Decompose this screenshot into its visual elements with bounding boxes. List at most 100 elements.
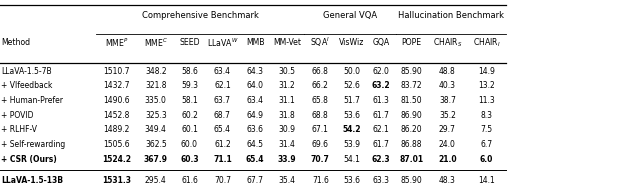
Text: MME$^P$: MME$^P$ [105, 36, 129, 49]
Text: 60.2: 60.2 [181, 111, 198, 120]
Text: 1510.7: 1510.7 [104, 67, 130, 76]
Text: 63.4: 63.4 [214, 67, 231, 76]
Text: 61.7: 61.7 [372, 111, 390, 120]
Text: 69.6: 69.6 [312, 140, 329, 149]
Text: 31.8: 31.8 [278, 111, 296, 120]
Text: 71.1: 71.1 [213, 154, 232, 164]
Text: 61.7: 61.7 [372, 140, 390, 149]
Text: + Human-Prefer: + Human-Prefer [1, 96, 63, 105]
Text: 1505.6: 1505.6 [104, 140, 130, 149]
Text: 321.8: 321.8 [145, 81, 166, 90]
Text: 54.1: 54.1 [343, 154, 360, 164]
Text: 1432.7: 1432.7 [104, 81, 130, 90]
Text: 35.2: 35.2 [439, 111, 456, 120]
Text: 6.7: 6.7 [481, 140, 492, 149]
Text: 83.72: 83.72 [401, 81, 422, 90]
Text: 30.5: 30.5 [278, 67, 296, 76]
Text: 62.1: 62.1 [214, 81, 231, 90]
Text: 367.9: 367.9 [144, 154, 168, 164]
Text: 349.4: 349.4 [145, 125, 167, 134]
Text: 6.0: 6.0 [480, 154, 493, 164]
Text: + CSR (Ours): + CSR (Ours) [1, 154, 57, 164]
Text: 65.4: 65.4 [214, 125, 231, 134]
Text: 63.7: 63.7 [214, 96, 231, 105]
Text: 60.3: 60.3 [180, 154, 199, 164]
Text: General VQA: General VQA [323, 11, 377, 20]
Text: 66.8: 66.8 [312, 67, 329, 76]
Text: 58.6: 58.6 [181, 67, 198, 76]
Text: 68.8: 68.8 [312, 111, 329, 120]
Text: 1531.3: 1531.3 [102, 177, 131, 185]
Text: 70.7: 70.7 [214, 177, 231, 185]
Text: 1524.2: 1524.2 [102, 154, 131, 164]
Text: 63.4: 63.4 [246, 96, 264, 105]
Text: 63.3: 63.3 [372, 177, 390, 185]
Text: LLaVA-1.5-7B: LLaVA-1.5-7B [1, 67, 52, 76]
Text: + POVID: + POVID [1, 111, 34, 120]
Text: 14.9: 14.9 [478, 67, 495, 76]
Text: + VIfeedback: + VIfeedback [1, 81, 52, 90]
Text: 67.1: 67.1 [312, 125, 329, 134]
Text: 295.4: 295.4 [145, 177, 166, 185]
Text: 31.1: 31.1 [278, 96, 296, 105]
Text: 85.90: 85.90 [401, 177, 422, 185]
Text: SEED: SEED [179, 38, 200, 47]
Text: SQA$^I$: SQA$^I$ [310, 36, 330, 49]
Text: 40.3: 40.3 [439, 81, 456, 90]
Text: 14.1: 14.1 [478, 177, 495, 185]
Text: LLaVA$^W$: LLaVA$^W$ [207, 36, 238, 49]
Text: 51.7: 51.7 [343, 96, 360, 105]
Text: 48.3: 48.3 [439, 177, 456, 185]
Text: 31.4: 31.4 [278, 140, 296, 149]
Text: Comprehensive Benchmark: Comprehensive Benchmark [141, 11, 259, 20]
Text: MME$^C$: MME$^C$ [144, 36, 168, 49]
Text: POPE: POPE [401, 38, 422, 47]
Text: 325.3: 325.3 [145, 111, 166, 120]
Text: 58.1: 58.1 [181, 96, 198, 105]
Text: 86.20: 86.20 [401, 125, 422, 134]
Text: 1489.2: 1489.2 [104, 125, 130, 134]
Text: 60.0: 60.0 [181, 140, 198, 149]
Text: 62.1: 62.1 [372, 125, 390, 134]
Text: 81.50: 81.50 [401, 96, 422, 105]
Text: 33.9: 33.9 [278, 154, 296, 164]
Text: 60.1: 60.1 [181, 125, 198, 134]
Text: 29.7: 29.7 [439, 125, 456, 134]
Text: 64.9: 64.9 [246, 111, 264, 120]
Text: 1452.8: 1452.8 [104, 111, 130, 120]
Text: 63.6: 63.6 [246, 125, 264, 134]
Text: 59.3: 59.3 [181, 81, 198, 90]
Text: 21.0: 21.0 [438, 154, 457, 164]
Text: 11.3: 11.3 [478, 96, 495, 105]
Text: 52.6: 52.6 [343, 81, 360, 90]
Text: 68.7: 68.7 [214, 111, 231, 120]
Text: 86.90: 86.90 [401, 111, 422, 120]
Text: 67.7: 67.7 [246, 177, 264, 185]
Text: LLaVA-1.5-13B: LLaVA-1.5-13B [1, 177, 63, 185]
Text: 8.3: 8.3 [481, 111, 492, 120]
Text: 63.2: 63.2 [372, 81, 390, 90]
Text: 30.9: 30.9 [278, 125, 296, 134]
Text: CHAIR$_S$: CHAIR$_S$ [433, 36, 462, 49]
Text: 65.8: 65.8 [312, 96, 329, 105]
Text: 62.3: 62.3 [372, 154, 390, 164]
Text: 48.8: 48.8 [439, 67, 456, 76]
Text: 61.2: 61.2 [214, 140, 231, 149]
Text: Hallucination Benchmark: Hallucination Benchmark [397, 11, 504, 20]
Text: 13.2: 13.2 [478, 81, 495, 90]
Text: 7.5: 7.5 [481, 125, 492, 134]
Text: 53.6: 53.6 [343, 111, 360, 120]
Text: MM-Vet: MM-Vet [273, 38, 301, 47]
Text: 71.6: 71.6 [312, 177, 329, 185]
Text: 85.90: 85.90 [401, 67, 422, 76]
Text: 66.2: 66.2 [312, 81, 329, 90]
Text: + Self-rewarding: + Self-rewarding [1, 140, 65, 149]
Text: 53.6: 53.6 [343, 177, 360, 185]
Text: 62.0: 62.0 [372, 67, 390, 76]
Text: 31.2: 31.2 [278, 81, 296, 90]
Text: CHAIR$_I$: CHAIR$_I$ [472, 36, 500, 49]
Text: Method: Method [1, 38, 31, 47]
Text: 87.01: 87.01 [399, 154, 424, 164]
Text: 50.0: 50.0 [343, 67, 360, 76]
Text: MMB: MMB [246, 38, 264, 47]
